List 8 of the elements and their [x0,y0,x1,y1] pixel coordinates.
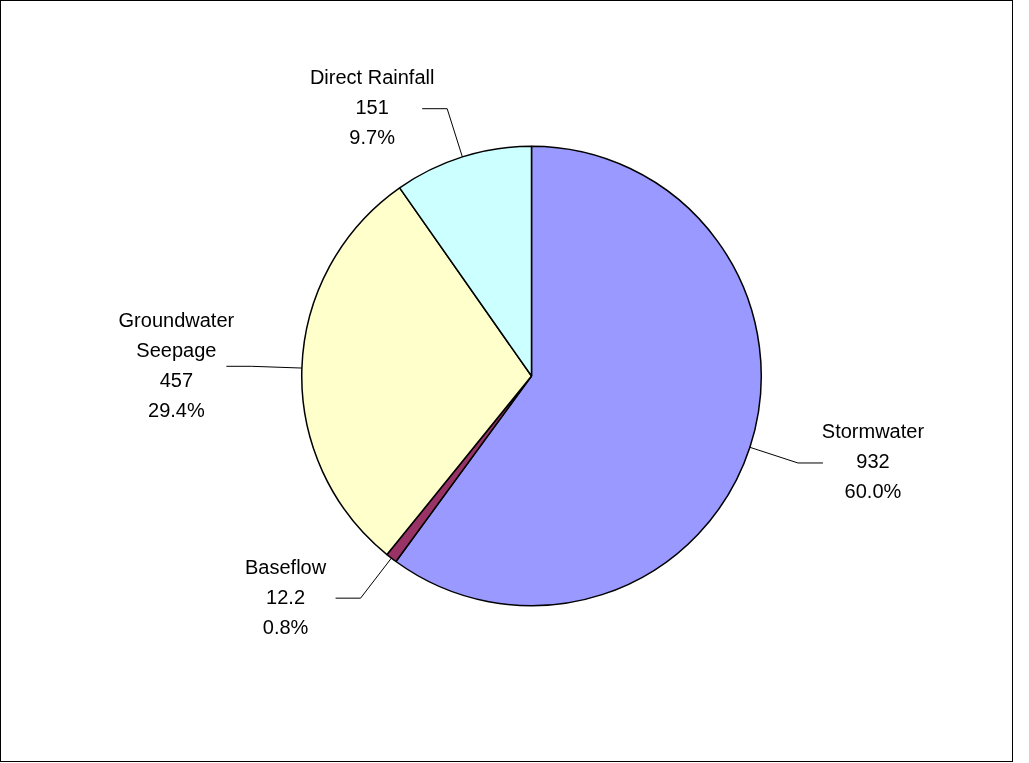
slice-label: Stormwater [821,420,925,443]
data-label: 457 29.4% [148,368,205,421]
data-label: 932 60.0% [844,450,902,503]
data-label: 151 9.7% [349,96,396,149]
data-label: 12.2 0.8% [262,585,309,638]
slice-label: Groundwater Seepage [118,308,235,361]
slice-label: Direct Rainfall [309,66,435,89]
slice-label: Baseflow [245,555,327,578]
